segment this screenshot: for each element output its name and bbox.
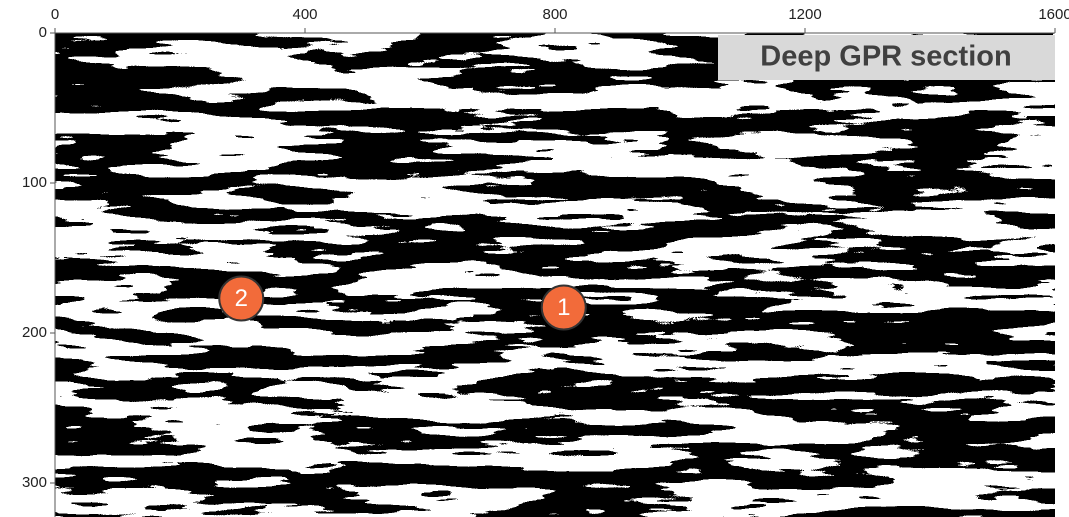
chart-title: Deep GPR section — [760, 41, 1011, 73]
y-tick-label: 300 — [22, 474, 47, 491]
annotation-marker: 2 — [219, 277, 263, 321]
title-box: Deep GPR section — [718, 35, 1055, 80]
y-tick-label: 100 — [22, 174, 47, 191]
marker-label: 1 — [557, 294, 570, 321]
plot-area — [55, 33, 1055, 517]
x-tick-label: 400 — [292, 6, 317, 23]
chart: Deep GPR section 0 400 800 1200 1600 0 100 200 3… — [0, 0, 1069, 517]
x-tick-label: 0 — [51, 6, 59, 23]
annotation-marker: 1 — [542, 286, 586, 330]
x-tick-label: 800 — [542, 6, 567, 23]
marker-label: 2 — [235, 285, 248, 312]
x-tick-label: 1600 — [1038, 6, 1069, 23]
x-tick-label: 1200 — [788, 6, 821, 23]
y-tick-label: 0 — [39, 24, 47, 41]
gpr-image — [55, 33, 1055, 517]
y-tick-label: 200 — [22, 324, 47, 341]
